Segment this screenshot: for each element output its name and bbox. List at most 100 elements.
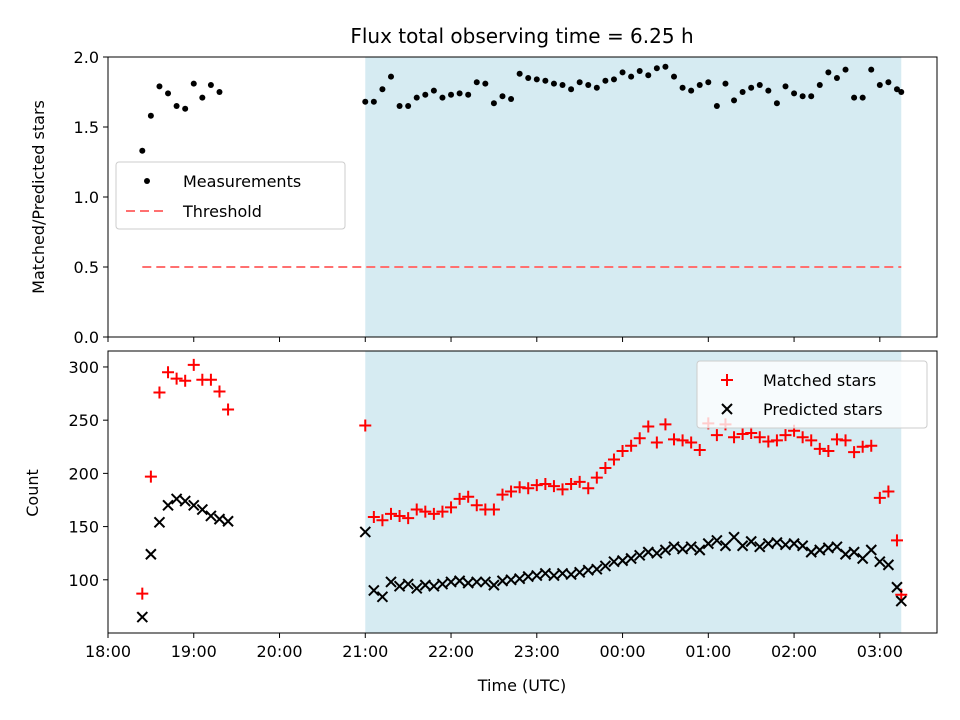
- matched-star-point: [590, 471, 603, 484]
- matched-star-point: [144, 470, 157, 483]
- measurement-point: [808, 93, 815, 100]
- predicted-star-point: [633, 549, 646, 562]
- predicted-star-point: [573, 566, 586, 579]
- measurement-point: [791, 90, 798, 97]
- predicted-star-point: [428, 580, 440, 592]
- matched-star-point: [556, 483, 569, 496]
- top-panel: 0.0 0.5 1.0 1.5 2.0 Measurements Threshold: [74, 48, 938, 347]
- matched-star-point: [736, 428, 749, 441]
- matched-star-point: [882, 485, 895, 498]
- measurement-point: [533, 76, 540, 83]
- measurement-point: [722, 80, 729, 87]
- matched-star-point: [890, 534, 903, 547]
- matched-star-point: [728, 431, 741, 444]
- predicted-star-point: [882, 559, 895, 571]
- measurement-point: [696, 82, 703, 88]
- matched-star-point: [445, 501, 458, 514]
- measurement-point: [362, 98, 369, 105]
- matched-star-point: [642, 420, 655, 433]
- measurement-point: [679, 84, 686, 91]
- matched-star-point: [487, 503, 500, 516]
- measurement-point: [799, 93, 806, 100]
- measurement-point: [207, 82, 214, 88]
- predicted-star-point: [213, 513, 226, 525]
- measurement-point: [628, 73, 635, 80]
- measurement-point: [739, 89, 746, 95]
- matched-star-point: [204, 373, 217, 386]
- measurement-point: [833, 75, 840, 81]
- measurement-point: [602, 77, 609, 84]
- matched-star-point: [839, 434, 852, 447]
- predicted-star-point: [874, 555, 886, 568]
- measurement-point: [671, 73, 678, 80]
- measurement-point: [619, 69, 626, 76]
- measurement-point: [868, 66, 875, 73]
- matched-star-point: [530, 479, 543, 492]
- matched-star-point: [865, 439, 878, 452]
- matched-star-point: [830, 433, 843, 446]
- measurement-point: [182, 105, 189, 112]
- matched-star-point: [856, 440, 869, 453]
- bottom-axes-frame: [107, 350, 938, 634]
- predicted-star-point: [719, 540, 732, 552]
- x-tick-label: 19:00: [171, 642, 217, 661]
- measurement-point: [885, 79, 892, 86]
- matched-star-point: [582, 482, 595, 495]
- predicted-star-point: [745, 535, 757, 548]
- measurement-point: [593, 84, 600, 91]
- predicted-star-point: [651, 547, 663, 559]
- measurement-point: [705, 79, 712, 86]
- measurement-point: [370, 98, 377, 105]
- y-tick-label: 100: [68, 571, 99, 590]
- measurement-point: [448, 91, 455, 98]
- matched-star-point: [573, 475, 586, 488]
- matched-star-point: [685, 436, 698, 449]
- measurement-point: [816, 82, 823, 88]
- matched-star-point: [427, 507, 440, 520]
- matched-star-point: [625, 439, 638, 452]
- top-y-axis-label: Matched/Predicted stars: [29, 100, 48, 294]
- matched-star-point: [693, 443, 706, 456]
- measurement-point: [173, 103, 180, 109]
- legend-marker-measurements: [144, 178, 150, 184]
- bottom-legend-box: [696, 360, 928, 429]
- matched-star-point: [873, 491, 886, 504]
- matched-star-point: [599, 462, 612, 475]
- matched-star-point: [505, 485, 518, 498]
- measurement-point: [482, 80, 489, 87]
- measurement-point: [636, 68, 643, 74]
- measurement-point: [508, 96, 515, 102]
- matched-star-point: [410, 503, 423, 516]
- measurement-point: [756, 82, 763, 88]
- predicted-star-point: [591, 563, 603, 575]
- measurement-point: [842, 66, 849, 73]
- predicted-star-point: [376, 591, 389, 603]
- measurement-point: [653, 65, 660, 72]
- predicted-star-point: [136, 611, 149, 623]
- predicted-star-point: [436, 578, 449, 590]
- x-axis-label: Time (UTC): [477, 676, 566, 695]
- matched-star-point: [153, 386, 166, 399]
- matched-star-point: [513, 481, 526, 494]
- predicted-star-point: [702, 537, 715, 550]
- predicted-star-point: [856, 552, 869, 565]
- matched-star-point: [633, 432, 646, 445]
- predicted-star-point: [162, 499, 174, 512]
- predicted-star-point: [676, 543, 689, 555]
- matched-star-point: [659, 418, 672, 431]
- x-tick-label: 20:00: [256, 642, 302, 661]
- predicted-star-point: [891, 581, 903, 593]
- matched-star-point: [187, 358, 200, 371]
- measurement-point: [645, 72, 652, 79]
- chart-title: Flux total observing time = 6.25 h: [350, 24, 693, 48]
- measurement-point: [568, 86, 575, 93]
- predicted-star-point: [145, 548, 157, 560]
- matched-star-point: [162, 366, 175, 379]
- measurement-point: [199, 94, 206, 101]
- measurement-point: [859, 94, 866, 101]
- measurement-point: [898, 89, 905, 95]
- measurement-point: [782, 83, 789, 90]
- predicted-star-point: [659, 544, 672, 556]
- predicted-star-point: [471, 576, 483, 588]
- x-tick-label: 21:00: [342, 642, 388, 661]
